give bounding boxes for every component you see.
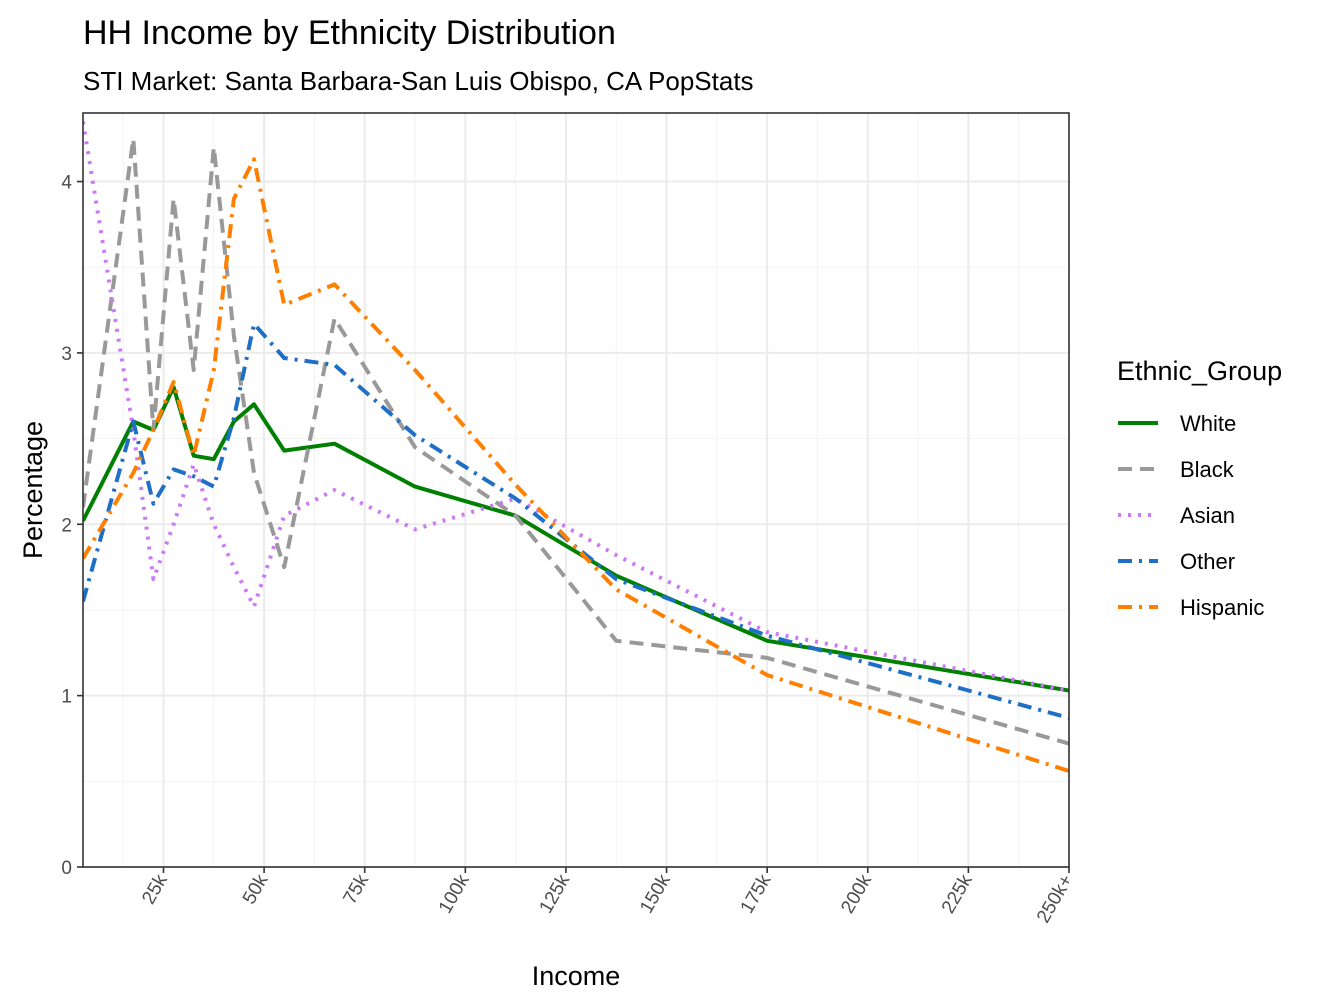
y-tick-label: 4 [61,173,72,194]
legend-label-asian: Asian [1180,503,1235,528]
legend: Ethnic_Group White Black Asian Other Hispani… [1117,356,1282,620]
y-tick-label: 2 [61,515,72,536]
y-tick-label: 0 [61,858,72,879]
x-tick-label: 225k [938,871,977,918]
series-line-other [83,321,1069,720]
x-tick-label: 125k [535,871,574,918]
x-tick-label: 175k [737,871,776,918]
x-tick-label: 200k [837,871,876,918]
series-lines [83,121,1069,773]
x-tick-label: 150k [636,871,675,918]
x-axis: 25k 50k 75k 100k 125k 150k 175k 200k 225k 250k+ [138,867,1077,927]
x-tick-label: 50k [239,871,273,908]
legend-label-other: Other [1180,549,1235,574]
series-line-asian [83,121,1069,693]
x-tick-label: 250k+ [1033,871,1077,927]
y-tick-label: 3 [61,344,72,365]
x-tick-label: 75k [340,871,374,908]
x-tick-label: 100k [435,871,474,918]
y-axis-title: Percentage [18,421,48,559]
legend-label-white: White [1180,411,1236,436]
y-tick-label: 1 [61,687,72,708]
legend-title: Ethnic_Group [1117,356,1282,386]
minor-gridlines [83,113,1069,867]
y-axis: 0 1 2 3 4 [61,173,83,879]
x-axis-title: Income [532,961,621,991]
series-line-hispanic [83,157,1069,773]
chart-title: HH Income by Ethnicity Distribution [83,14,616,52]
legend-label-hispanic: Hispanic [1180,595,1264,620]
legend-label-black: Black [1180,457,1235,482]
plot-panel-border [82,112,1070,868]
chart-subtitle: STI Market: Santa Barbara-San Luis Obisp… [83,66,754,96]
x-tick-label: 25k [138,871,172,908]
